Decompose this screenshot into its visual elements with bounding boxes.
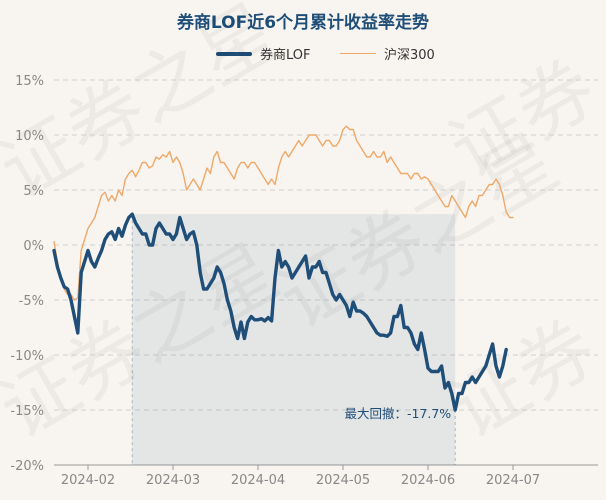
legend-item-fund[interactable]: 券商LOF [216,44,311,63]
chart-title: 券商LOF近6个月累计收益率走势 [176,13,430,33]
x-tick-label: 2024-06 [401,473,455,488]
y-tick-label: 15% [15,74,44,89]
grid-layer [54,79,598,470]
series-layer [52,125,514,412]
label-layer: 15% 10% 5% 0% -5% -10% -15% -20% 2024-02 2024-03 2… [10,74,540,488]
svg-text:证券: 证券 [435,303,606,456]
y-tick-label: -20% [10,459,44,474]
legend-label-fund: 券商LOF [260,48,311,63]
x-tick-label: 2024-03 [146,473,200,488]
drawdown-area-layer [131,214,456,465]
x-tick-label: 2024-07 [486,473,540,488]
chart-legend: 券商LOF 沪深300 [0,44,606,66]
series-line-benchmark [53,125,514,301]
y-tick-label: 10% [15,129,44,144]
x-tick-label: 2024-02 [61,473,115,488]
legend-item-benchmark[interactable]: 沪深300 [340,44,435,63]
legend-swatch-benchmark [340,52,376,55]
drawdown-area [132,214,456,465]
x-tick-label: 2024-04 [231,473,285,488]
y-tick-label: 0% [23,239,44,254]
y-tick-label: -15% [10,404,44,419]
y-tick-label: -5% [19,294,44,309]
max-drawdown-label: 最大回撤：-17.7% [344,406,451,421]
legend-label-benchmark: 沪深300 [384,48,435,63]
y-tick-label: 5% [23,184,44,199]
legend-swatch-fund [216,51,252,56]
x-tick-label: 2024-05 [316,473,370,488]
y-tick-label: -10% [10,349,44,364]
series-line-fund [52,212,508,412]
